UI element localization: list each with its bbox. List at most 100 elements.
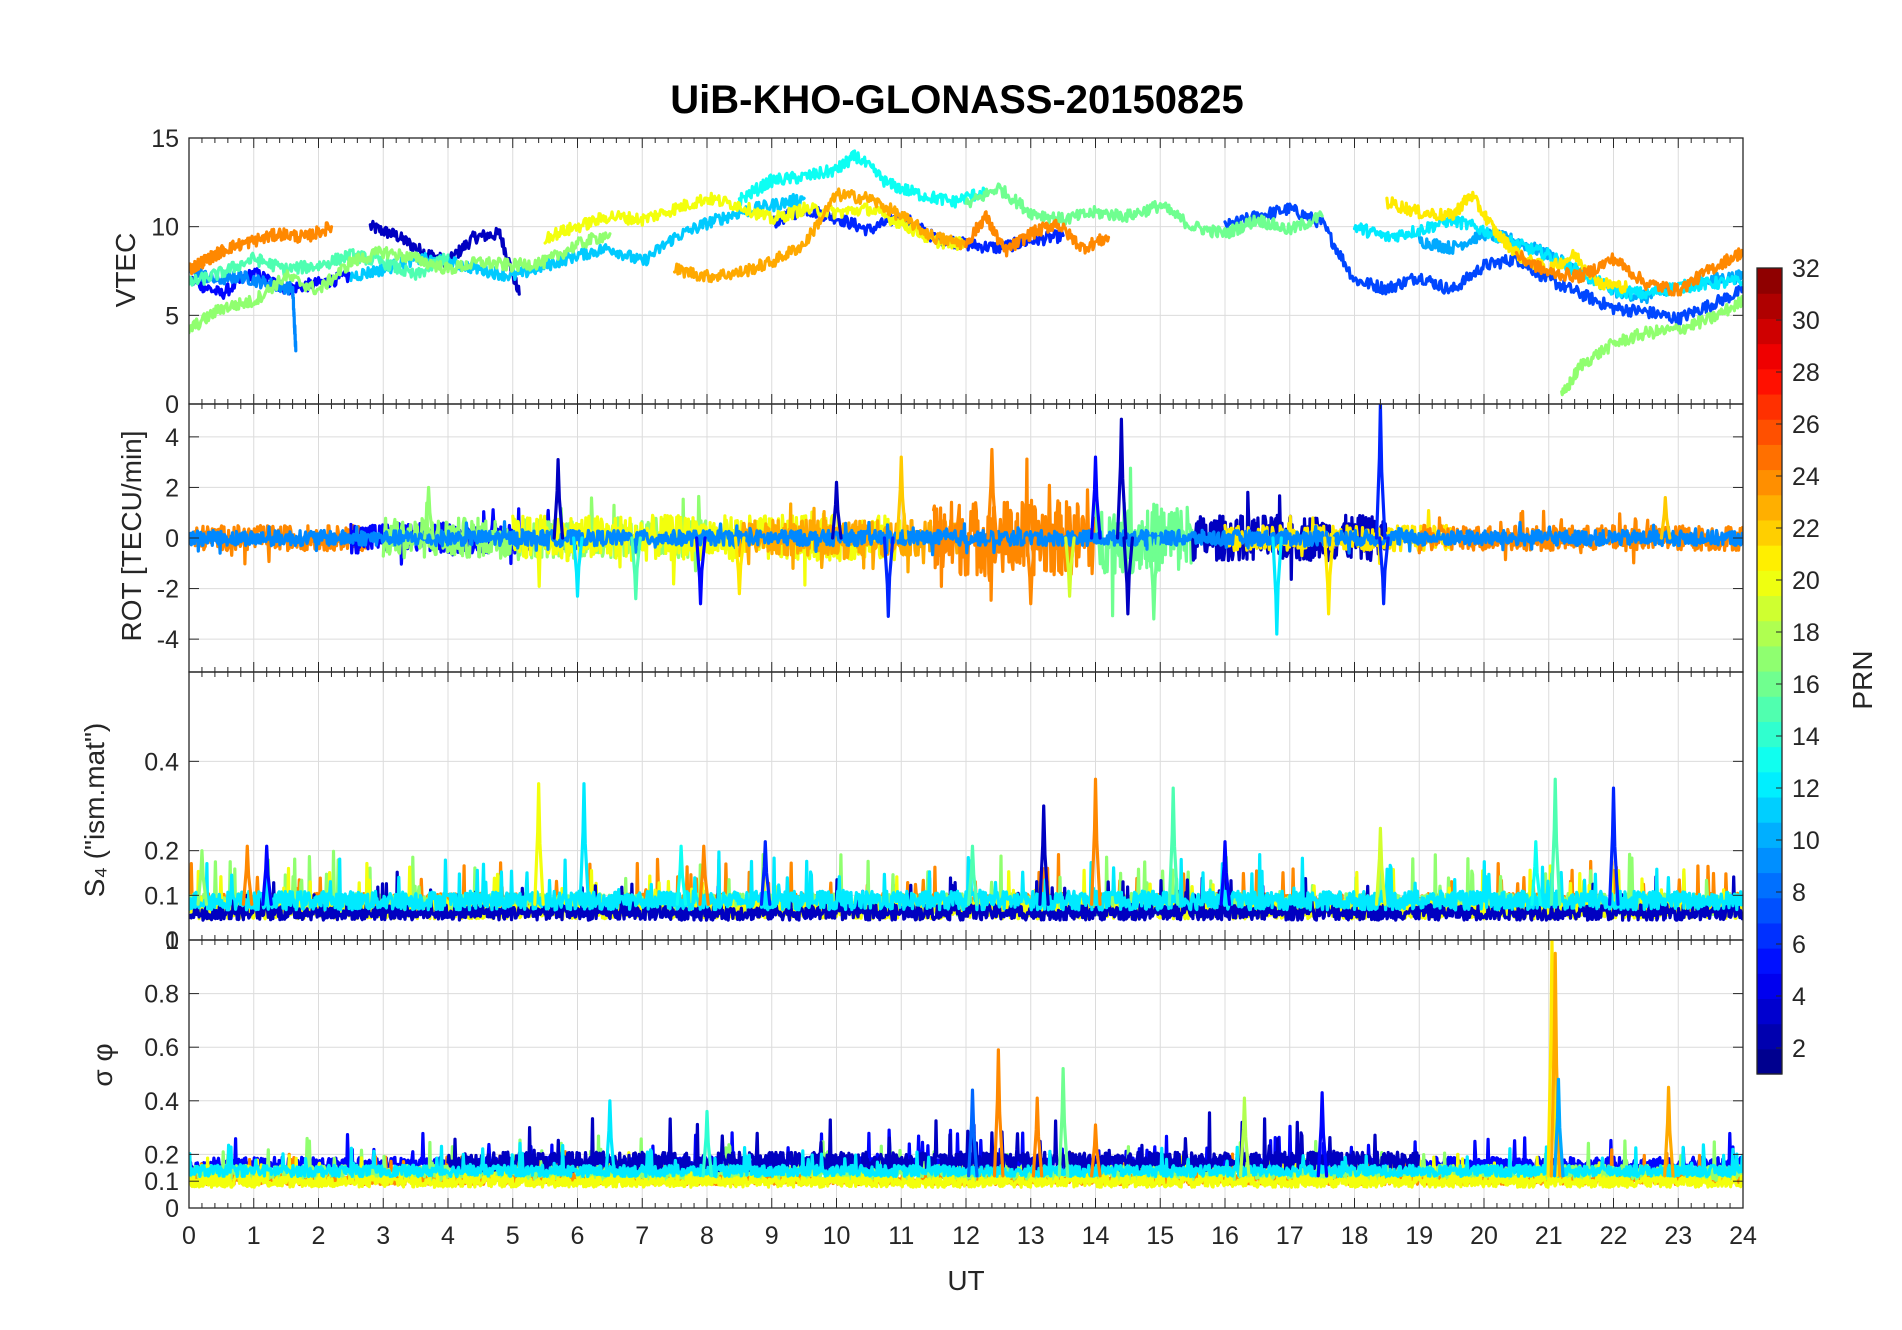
prn-20-vtec-track xyxy=(543,191,968,251)
colorbar-segment xyxy=(1757,973,1782,1000)
y-tick-label: 0 xyxy=(165,1195,179,1223)
prn-24-spike xyxy=(992,1048,1005,1178)
colorbar-segment xyxy=(1757,444,1782,471)
colorbar-label: PRN xyxy=(1847,650,1878,709)
prn-12-spike xyxy=(578,782,591,906)
colorbar-tick-label: 16 xyxy=(1792,671,1820,699)
colorbar-tick-label: 28 xyxy=(1792,359,1820,387)
prn-17-spike xyxy=(196,849,209,906)
y-tick-label: -2 xyxy=(157,576,179,604)
colorbar-segment xyxy=(1757,948,1782,974)
prn-24-spike xyxy=(1090,1123,1102,1178)
y-tick-label: 0.8 xyxy=(144,981,179,1009)
prn-14-spike xyxy=(701,1109,714,1178)
colorbar-segment xyxy=(1757,595,1782,622)
vtec-traces xyxy=(189,149,1743,397)
colorbar-tick-label: 14 xyxy=(1792,723,1820,751)
colorbar-segment xyxy=(1757,645,1782,672)
y-tick-label: 0.6 xyxy=(144,1034,179,1062)
colorbar-tick-label: 32 xyxy=(1792,255,1820,283)
colorbar-segment xyxy=(1757,721,1782,748)
x-tick-label: 16 xyxy=(1211,1222,1239,1250)
s4-x-ticks xyxy=(188,672,1744,940)
colorbar-tick-label: 4 xyxy=(1792,983,1806,1011)
prn-6-spike xyxy=(1374,404,1387,540)
s4-ylabel: S₄ ("ism.mat") xyxy=(79,723,110,897)
x-tick-label: 18 xyxy=(1341,1222,1369,1250)
colorbar-segment xyxy=(1757,822,1782,848)
x-tick-label: 5 xyxy=(506,1222,520,1250)
prn-19-spike xyxy=(1374,826,1387,906)
y-tick-label: 0.4 xyxy=(144,748,179,776)
colorbar-tick-label: 10 xyxy=(1792,827,1820,855)
prn-13-vtec-track xyxy=(737,149,988,209)
prn-5-spike xyxy=(1316,1091,1329,1178)
x-tick-label: 14 xyxy=(1082,1222,1110,1250)
prn-5-spike xyxy=(1090,455,1102,540)
prn-20-spike xyxy=(533,782,545,906)
prn-16-vtec-track xyxy=(964,182,1324,240)
prn-21-spike xyxy=(1323,536,1335,616)
y-tick-label: 0.2 xyxy=(144,1141,179,1169)
sigma-phi-x-ticks xyxy=(188,940,1744,1208)
colorbar-segment xyxy=(1757,469,1782,496)
x-tick-label: 1 xyxy=(247,1222,261,1250)
x-tick-label: 24 xyxy=(1729,1222,1757,1250)
x-axis-label: UT xyxy=(947,1265,984,1296)
s4-panel: S₄ ("ism.mat") 0 0.1 0.2 0.4 xyxy=(79,671,1744,955)
prn-5-spike xyxy=(261,844,273,906)
colorbar-tick-label: 26 xyxy=(1792,411,1820,439)
prn-12-band xyxy=(189,1141,1743,1179)
s4-traces xyxy=(189,777,1743,922)
colorbar-segment xyxy=(1757,696,1782,722)
x-tick-label: 10 xyxy=(823,1222,851,1250)
colorbar-tick-label: 8 xyxy=(1792,879,1806,907)
prn-6-spike xyxy=(882,536,895,618)
colorbar-tick-label: 24 xyxy=(1792,463,1820,491)
prn-6-spike xyxy=(1608,786,1620,906)
colorbar-tick-label: 22 xyxy=(1792,515,1820,543)
prn-3-spike xyxy=(831,480,843,540)
x-tick-label: 9 xyxy=(765,1222,779,1250)
x-tick-label: 13 xyxy=(1017,1222,1045,1250)
prn-24-spike xyxy=(1031,1096,1044,1178)
y-tick-label: 0 xyxy=(165,927,179,955)
prn-3-band xyxy=(446,1111,1421,1173)
colorbar-segment xyxy=(1757,998,1782,1025)
colorbar-segment xyxy=(1757,343,1782,370)
x-tick-label: 4 xyxy=(441,1222,455,1250)
prn-15-spike xyxy=(1549,777,1562,906)
y-tick-label: 0 xyxy=(165,391,179,419)
y-tick-label: 15 xyxy=(151,125,179,153)
prn-15-spike xyxy=(630,536,642,601)
x-tick-label: 15 xyxy=(1146,1222,1174,1250)
x-tick-label: 19 xyxy=(1405,1222,1433,1250)
colorbar-tick-label: 6 xyxy=(1792,931,1806,959)
prn-24-spike xyxy=(241,844,254,906)
prn-17-spike xyxy=(423,485,435,540)
colorbar-frame xyxy=(1756,267,1783,1075)
colorbar-segment xyxy=(1757,268,1782,294)
y-tick-label: 0.1 xyxy=(144,1168,179,1196)
colorbar-segment xyxy=(1757,796,1782,823)
y-tick-label: 1 xyxy=(165,927,179,955)
y-tick-label: 0 xyxy=(165,525,179,553)
x-tick-label: 0 xyxy=(182,1222,196,1250)
prn-23-spike xyxy=(1663,1085,1675,1178)
y-tick-label: 0.1 xyxy=(144,882,179,910)
x-tick-label: 20 xyxy=(1470,1222,1498,1250)
prn-16-spike xyxy=(1057,1067,1070,1178)
prn-18-spike xyxy=(1238,1096,1251,1178)
x-tick-label: 6 xyxy=(571,1222,585,1250)
y-tick-label: 5 xyxy=(165,302,179,330)
colorbar-segment xyxy=(1757,368,1782,395)
x-tick-label: 21 xyxy=(1535,1222,1563,1250)
prn-24-vtec-track xyxy=(1514,247,1743,297)
x-tick-label: 7 xyxy=(635,1222,649,1250)
x-tick-label: 17 xyxy=(1276,1222,1304,1250)
colorbar-tick-label: 20 xyxy=(1792,567,1820,595)
prn-12-spike xyxy=(572,536,584,598)
prn-6-spike xyxy=(1378,536,1390,606)
colorbar-segment xyxy=(1757,519,1782,546)
